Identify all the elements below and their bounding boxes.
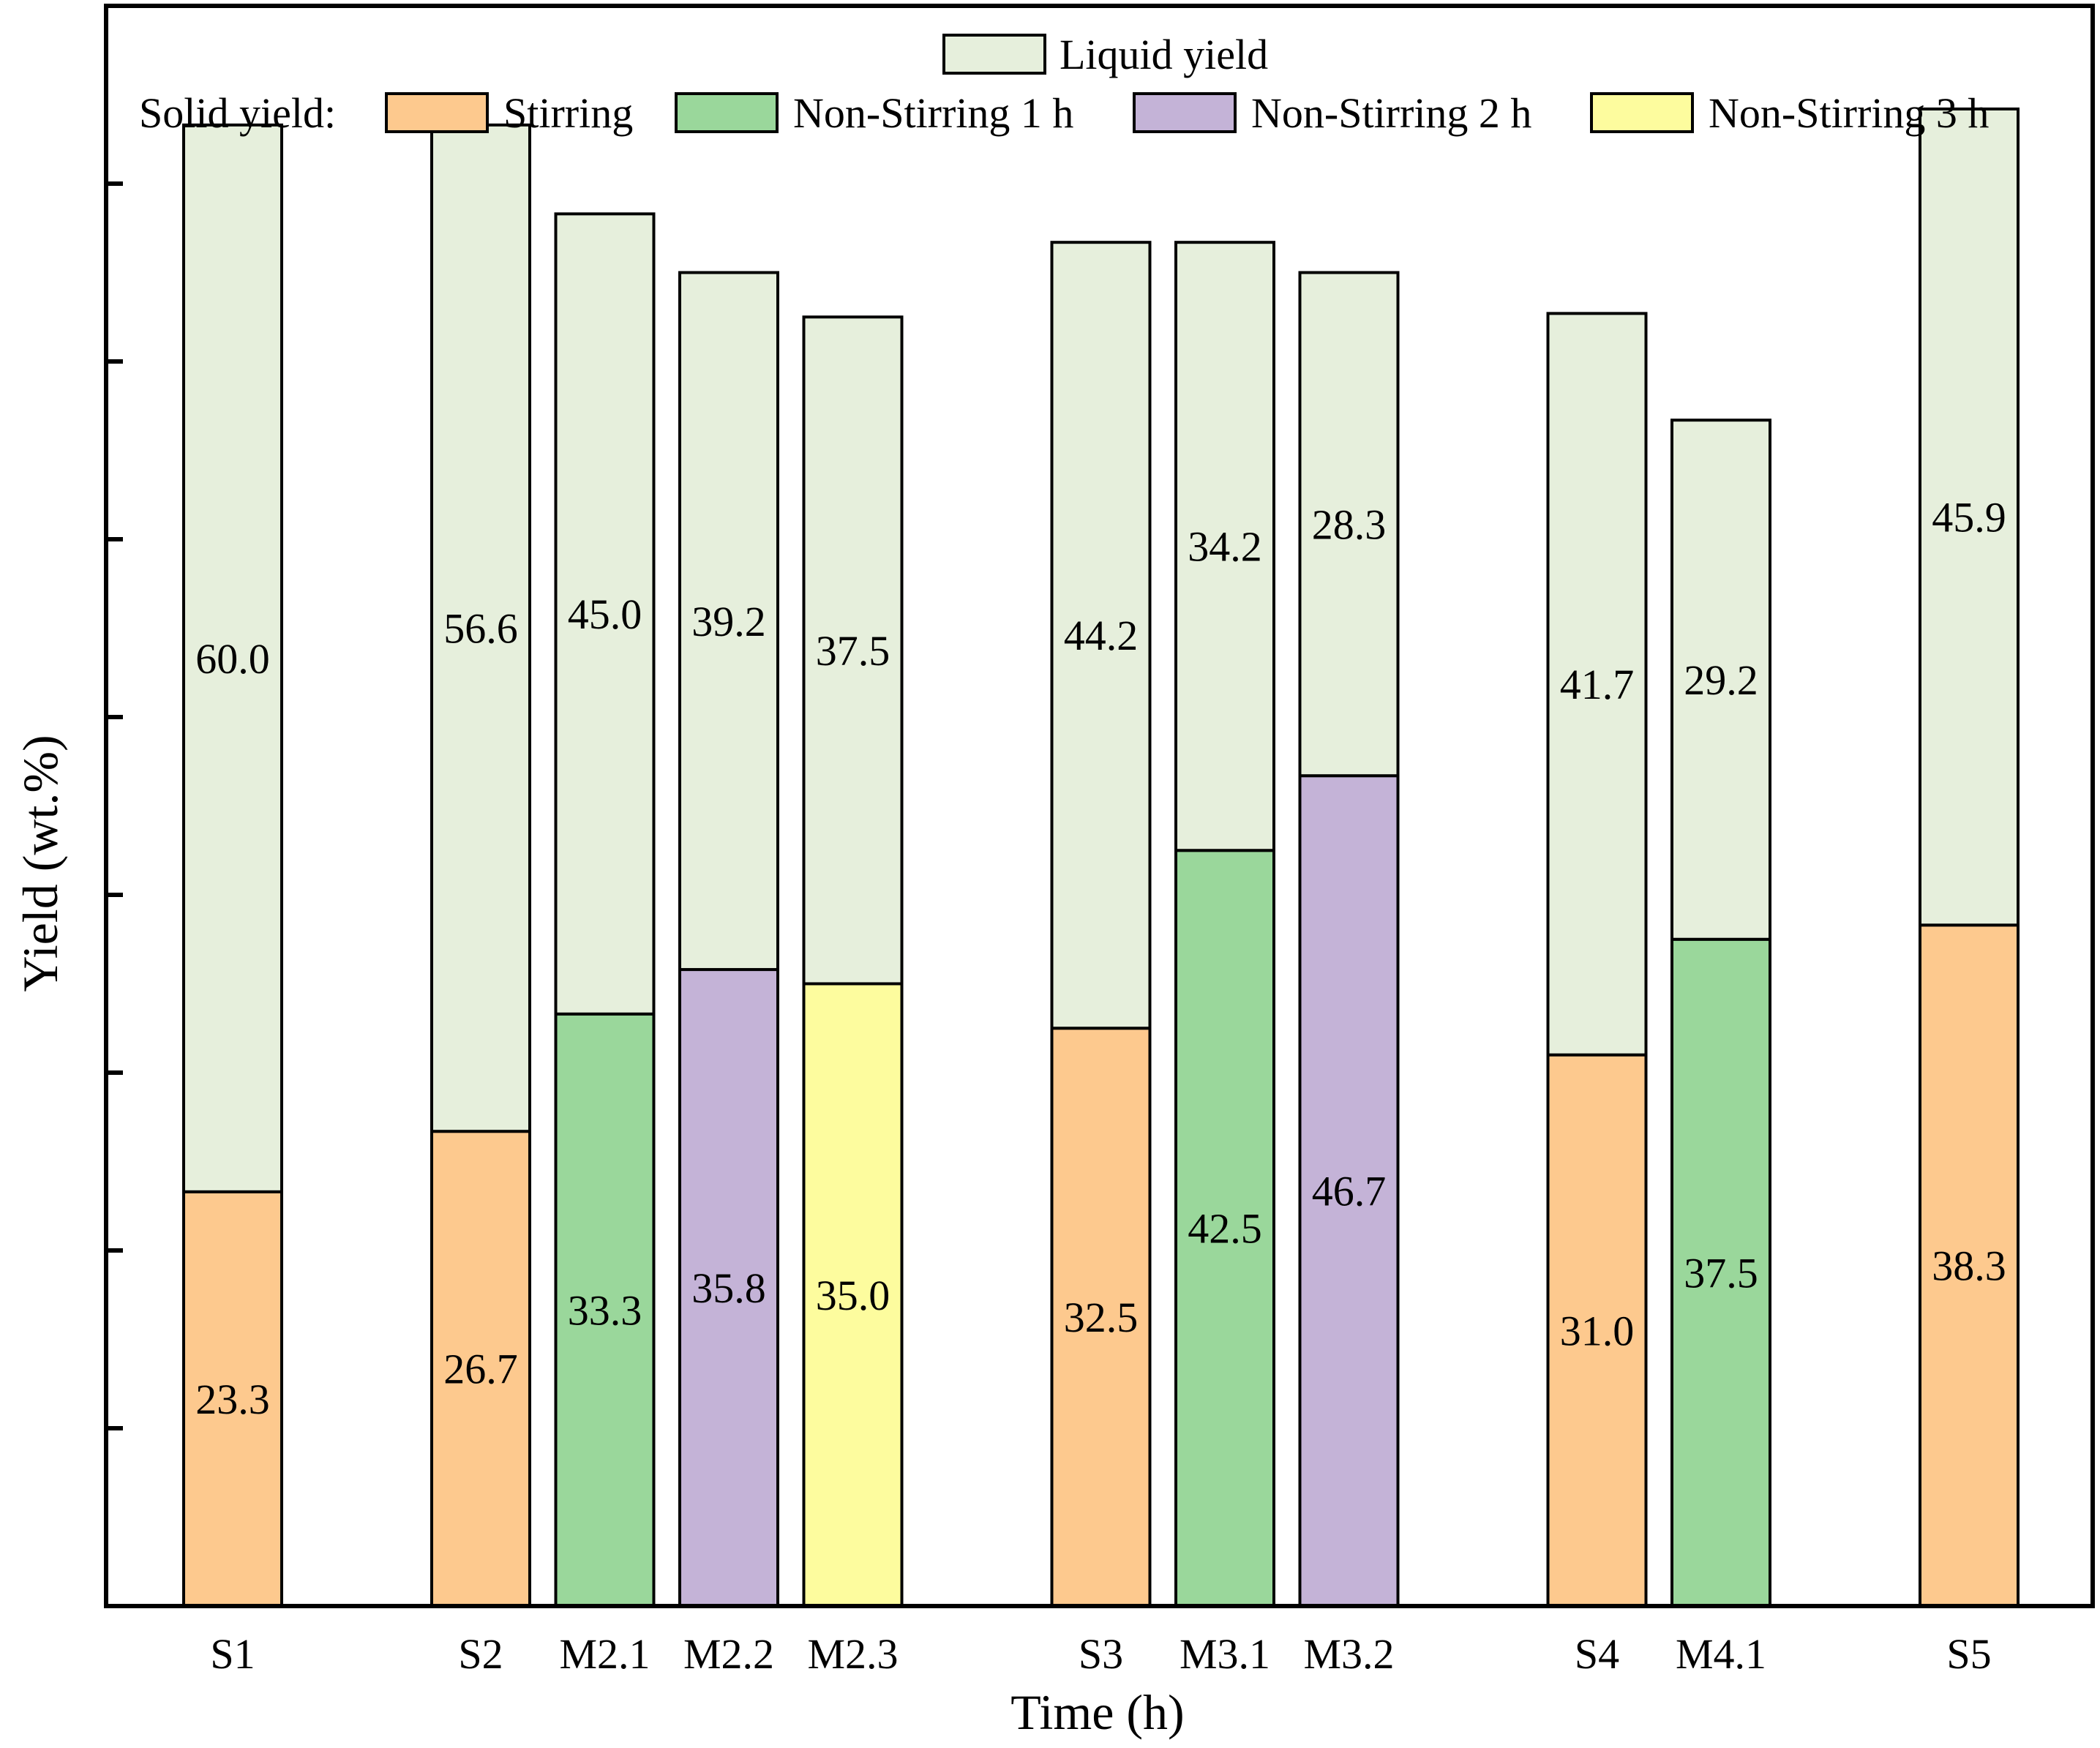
data-label-liquid-M2.1: 45.0 xyxy=(568,590,642,638)
bar-liquid-S4 xyxy=(1546,312,1648,1057)
bar-liquid-M3.2 xyxy=(1298,271,1400,778)
x-tick-label-M3.1: M3.1 xyxy=(1180,1630,1270,1678)
x-tick-label-M2.3: M2.3 xyxy=(807,1630,898,1678)
x-tick-label-M2.1: M2.1 xyxy=(559,1630,650,1678)
bar-liquid-S1 xyxy=(182,123,283,1193)
bar-liquid-S3 xyxy=(1050,241,1152,1030)
legend-label-ns2: Non-Stirring 2 h xyxy=(1251,89,1531,137)
data-label-solid-S1: 23.3 xyxy=(195,1376,270,1423)
data-label-solid-S3: 32.5 xyxy=(1064,1294,1139,1341)
data-label-solid-S4: 31.0 xyxy=(1560,1307,1635,1354)
plot-frame xyxy=(104,4,2095,1608)
x-axis-title: Time (h) xyxy=(1010,1684,1184,1740)
legend-label-ns1: Non-Stirring 1 h xyxy=(793,89,1073,137)
bar-liquid-M2.1 xyxy=(554,212,656,1016)
data-label-liquid-S4: 41.7 xyxy=(1560,661,1635,708)
bar-liquid-M2.2 xyxy=(678,271,779,972)
data-label-liquid-M2.2: 39.2 xyxy=(691,598,766,645)
bar-solid-S5 xyxy=(1919,923,2020,1608)
legend-swatch-ns1 xyxy=(675,92,779,133)
x-tick-label-S4: S4 xyxy=(1575,1630,1619,1678)
bar-liquid-S5 xyxy=(1919,107,2020,927)
bar-solid-S4 xyxy=(1546,1053,1648,1608)
bars-layer: 23.3 60.0 26.7 56.6 33.3 45.0 35.8 39.2 35.0 37.5… xyxy=(182,107,2020,1608)
data-label-solid-M4.1: 37.5 xyxy=(1684,1249,1758,1297)
data-label-solid-S2: 26.7 xyxy=(443,1346,518,1393)
data-label-solid-M2.2: 35.8 xyxy=(691,1264,766,1312)
y-ticks xyxy=(106,4,123,1430)
x-tick-label-S1: S1 xyxy=(210,1630,255,1678)
bar-solid-S3 xyxy=(1050,1027,1152,1608)
data-label-liquid-M3.1: 34.2 xyxy=(1188,523,1262,571)
data-label-solid-M2.3: 35.0 xyxy=(816,1272,890,1319)
bar-solid-S1 xyxy=(182,1190,283,1608)
legend-solid-prefix: Solid yield: xyxy=(139,89,336,137)
data-label-solid-M2.1: 33.3 xyxy=(568,1286,642,1334)
bar-liquid-M2.3 xyxy=(802,315,904,986)
x-tick-label-S3: S3 xyxy=(1079,1630,1123,1678)
x-tick-labels: S1 S2 M2.1 M2.2 M2.3 S3 M3.1 M3.2 S4 M4.1 S5 xyxy=(210,1630,1991,1678)
x-tick-label-M2.2: M2.2 xyxy=(683,1630,774,1678)
legend-swatch-stirring xyxy=(385,92,489,133)
legend: Liquid yield Solid yield: Stirring Non-St… xyxy=(139,31,1989,137)
x-tick-label-M3.2: M3.2 xyxy=(1303,1630,1394,1678)
data-label-solid-S5: 38.3 xyxy=(1932,1242,2006,1290)
legend-label-ns3: Non-Stirring 3 h xyxy=(1709,89,1989,137)
x-tick-label-S5: S5 xyxy=(1946,1630,1991,1678)
y-axis-title: Yield (wt.%) xyxy=(12,735,68,991)
legend-swatch-ns3 xyxy=(1590,92,1694,133)
data-label-liquid-S3: 44.2 xyxy=(1064,612,1139,659)
data-label-solid-M3.1: 42.5 xyxy=(1188,1205,1262,1253)
x-tick-label-M4.1: M4.1 xyxy=(1676,1630,1766,1678)
legend-label-stirring: Stirring xyxy=(503,89,633,137)
data-label-liquid-S2: 56.6 xyxy=(443,605,518,653)
x-tick-label-S2: S2 xyxy=(458,1630,503,1678)
data-label-liquid-M3.2: 28.3 xyxy=(1312,500,1387,548)
data-label-liquid-M4.1: 29.2 xyxy=(1684,656,1758,704)
data-label-liquid-M2.3: 37.5 xyxy=(816,627,890,675)
data-label-solid-M3.2: 46.7 xyxy=(1312,1168,1387,1215)
bar-solid-M4.1 xyxy=(1670,937,1771,1608)
bar-liquid-M4.1 xyxy=(1670,419,1771,941)
data-label-liquid-S1: 60.0 xyxy=(195,635,270,683)
legend-label-liquid: Liquid yield xyxy=(1060,31,1268,78)
bar-liquid-S2 xyxy=(430,123,531,1133)
legend-swatch-liquid xyxy=(942,34,1046,75)
legend-swatch-ns2 xyxy=(1133,92,1237,133)
bar-liquid-M3.1 xyxy=(1174,241,1275,852)
data-label-liquid-S5: 45.9 xyxy=(1932,494,2006,541)
legend-solid-entries: Stirring Non-Stirring 1 h Non-Stirring 2 h… xyxy=(385,89,1989,137)
